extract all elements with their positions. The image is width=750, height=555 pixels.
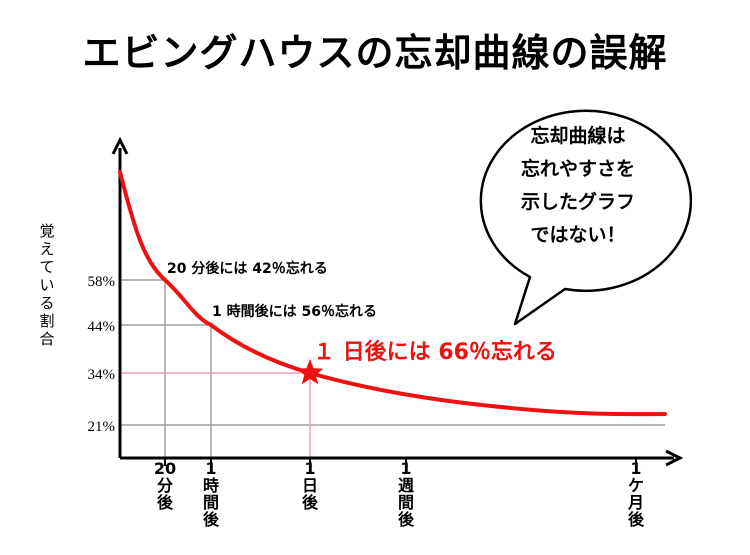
x-tick-number: 1 <box>400 459 412 478</box>
x-tick-unit-char: 後 <box>202 510 219 529</box>
x-tick-unit-char: 後 <box>301 493 318 512</box>
x-tick-unit-char: ケ <box>627 476 644 495</box>
y-label-char: 覚 <box>39 222 55 240</box>
speech-bubble <box>479 109 693 326</box>
y-axis-arrow <box>111 136 129 155</box>
x-tick-unit-char: 日 <box>301 476 318 495</box>
x-tick-number: 1 <box>630 459 642 478</box>
star-marker <box>296 359 324 385</box>
x-tick-unit-char: 時 <box>202 476 219 495</box>
x-tick-unit-char: 後 <box>156 493 173 512</box>
annotation-1hour: 1 時間後には 56％忘れる <box>212 303 377 320</box>
annotation-20min: 20 分後には 42％忘れる <box>167 260 328 277</box>
y-label-char: い <box>39 276 55 294</box>
callout-line: 示したグラフ <box>520 191 635 213</box>
x-tick-unit-char: 間 <box>397 493 414 512</box>
x-tick-label: 20 分後 <box>153 460 177 511</box>
callout-text: 忘却曲線は忘れやすさを 示したグラフ ではない！ <box>493 120 663 252</box>
x-tick-unit-char: 後 <box>397 510 414 529</box>
x-tick-number: 1 <box>205 459 217 478</box>
x-tick-unit-char: 分 <box>156 476 173 495</box>
y-label-char: 合 <box>39 330 55 348</box>
y-label-char: え <box>39 240 55 258</box>
y-label-char: る <box>39 294 55 312</box>
x-tick-number: 20 <box>153 459 177 478</box>
y-axis-label: 覚えている割合 <box>36 222 58 348</box>
y-tick-label: 58% <box>88 274 116 290</box>
x-tick-unit-char: 後 <box>627 510 644 529</box>
y-label-char: て <box>39 258 55 276</box>
x-tick-unit-char: 間 <box>202 493 219 512</box>
forgetting-curve-line <box>118 170 667 417</box>
x-tick-number: 1 <box>304 459 316 478</box>
y-tick-label: 44% <box>88 319 116 335</box>
y-tick-label: 21% <box>88 419 116 435</box>
x-tick-unit-char: 月 <box>627 493 644 512</box>
callout-line: 忘れやすさを <box>520 158 635 180</box>
callout-line: ではない！ <box>530 224 626 246</box>
callout-line: 忘却曲線は <box>530 125 626 147</box>
y-label-char: 割 <box>39 312 55 330</box>
y-tick-label: 34% <box>88 367 116 383</box>
x-axis-arrow <box>665 449 684 467</box>
page-title: エビングハウスの忘却曲線の誤解 <box>82 31 668 75</box>
annotation-1day: １ 日後には 66％忘れる <box>313 339 557 365</box>
x-tick-unit-char: 週 <box>397 476 414 495</box>
